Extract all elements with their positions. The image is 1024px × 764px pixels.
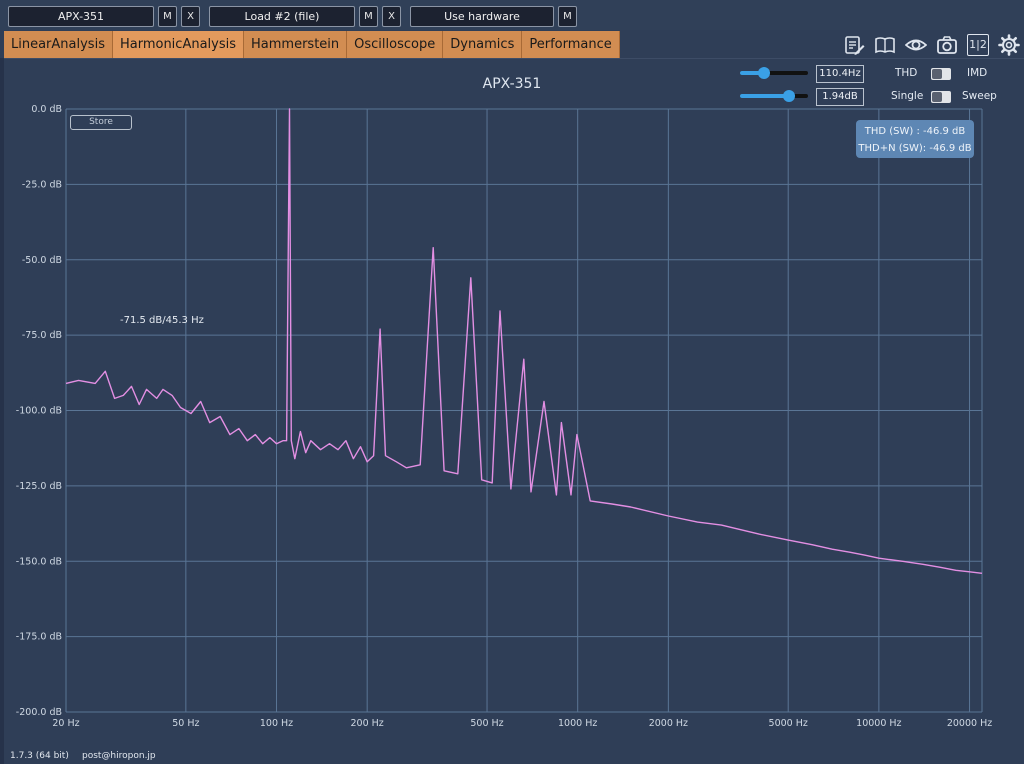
store-button[interactable]: Store [70,115,132,130]
y-tick-label: -75.0 dB [22,330,62,341]
frequency-slider-knob[interactable] [758,67,770,79]
background-window-edge [0,58,4,764]
tab-oscilloscope[interactable]: Oscilloscope [347,31,444,58]
thd-imd-toggle[interactable] [931,68,951,80]
analysis-tabs: LinearAnalysis HarmonicAnalysis Hammerst… [4,31,620,58]
sweep-option-label: Sweep [962,90,997,102]
y-tick-label: -50.0 dB [22,255,62,266]
split-view-icon[interactable]: 1|2 [967,34,989,56]
level-slider-fill [740,94,789,98]
device-select[interactable]: APX-351 [8,6,154,27]
email-label: post@hiropon.jp [82,751,156,761]
level-value[interactable]: 1.94dB [816,88,864,106]
tab-performance[interactable]: Performance [522,31,620,58]
thd-option-label: THD [895,67,918,79]
single-option-label: Single [891,90,924,102]
x-tick-label: 1000 Hz [558,718,597,729]
x-tick-label: 2000 Hz [649,718,688,729]
book-icon[interactable] [874,34,896,56]
x-tick-label: 20000 Hz [947,718,992,729]
cursor-annotation: -71.5 dB/45.3 Hz [120,315,204,326]
eye-icon[interactable] [905,34,927,56]
y-tick-label: -175.0 dB [16,632,62,643]
y-tick-label: -25.0 dB [22,179,62,190]
load-file-select[interactable]: Load #2 (file) [209,6,355,27]
single-sweep-toggle[interactable] [931,91,951,103]
y-tick-label: -150.0 dB [16,556,62,567]
toggle-knob [932,69,942,79]
device-m-button[interactable]: M [158,6,177,27]
level-slider-knob[interactable] [783,90,795,102]
y-tick-label: -100.0 dB [16,406,62,417]
y-tick-label: 0.0 dB [31,104,62,115]
chart-series-layer [65,108,983,574]
level-slider[interactable] [740,90,808,102]
edit-notes-icon[interactable] [843,34,865,56]
tab-hammerstein[interactable]: Hammerstein [244,31,348,58]
thd-readout-box: THD (SW) : -46.9 dB THD+N (SW): -46.9 dB [856,120,974,158]
x-tick-label: 500 Hz [470,718,503,729]
frequency-value[interactable]: 110.4Hz [816,65,864,83]
spectrum-series-line [65,108,983,574]
device-close-button[interactable]: X [181,6,200,27]
y-tick-label: -200.0 dB [16,707,62,718]
x-tick-label: 5000 Hz [769,718,808,729]
status-footer: 1.7.3 (64 bit) post@hiropon.jp [0,748,1024,764]
imd-option-label: IMD [967,67,988,79]
load-close-button[interactable]: X [382,6,401,27]
frequency-slider-fill [740,71,764,75]
tab-linear-analysis[interactable]: LinearAnalysis [4,31,113,58]
gear-icon[interactable] [998,34,1020,56]
y-tick-label: -125.0 dB [16,481,62,492]
tab-harmonic-analysis[interactable]: HarmonicAnalysis [112,31,245,58]
x-tick-label: 10000 Hz [856,718,901,729]
toggle-knob [932,92,942,102]
chart-ticks: 0.0 dB -25.0 dB -50.0 dB -75.0 dB -100.0 dB -… [16,104,992,729]
x-tick-label: 20 Hz [52,718,79,729]
load-m-button[interactable]: M [359,6,378,27]
version-label: 1.7.3 (64 bit) [10,751,69,761]
hardware-select[interactable]: Use hardware [410,6,554,27]
analysis-panel [4,58,1024,748]
top-control-bar: APX-351 M X Load #2 (file) M X Use hardw… [0,0,1024,30]
chart-grid [65,108,983,713]
thd-readout: THD (SW) : -46.9 dB [864,126,966,137]
x-tick-label: 100 Hz [260,718,293,729]
frequency-slider[interactable] [740,67,808,79]
camera-icon[interactable] [936,34,958,56]
x-tick-label: 200 Hz [351,718,384,729]
hardware-m-button[interactable]: M [558,6,577,27]
tab-dynamics[interactable]: Dynamics [443,31,523,58]
x-tick-label: 50 Hz [172,718,199,729]
thdn-readout: THD+N (SW): -46.9 dB [858,143,972,154]
